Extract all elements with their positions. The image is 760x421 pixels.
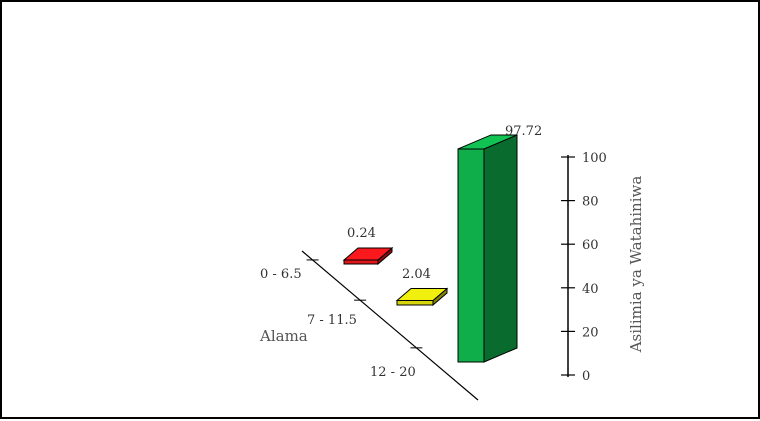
labels: 0 20 40 60 80 100 Asilimia ya Watahiniwa 0 - 6.… — [259, 124, 645, 384]
bar-side-face — [483, 134, 518, 363]
bar-3 — [457, 134, 518, 363]
data-label: 0.24 — [347, 226, 376, 241]
y-tick-label: 60 — [582, 238, 599, 253]
y-tick-label: 100 — [582, 151, 607, 166]
x-axis-title: Alama — [259, 327, 308, 345]
y-tick-label: 20 — [582, 325, 599, 340]
bar-front-face — [343, 259, 379, 265]
bar-1 — [342, 246, 394, 266]
bar-top-face — [342, 247, 394, 261]
bars — [342, 134, 518, 363]
category-tick-label: 12 - 20 — [370, 365, 416, 380]
category-axis-line — [301, 250, 479, 401]
category-tick-label: 7 - 11.5 — [307, 313, 357, 328]
bar-front-face — [396, 300, 434, 306]
y-tick-label: 40 — [582, 282, 599, 297]
category-tick-label: 0 - 6.5 — [260, 267, 302, 282]
y-tick-label: 0 — [582, 369, 590, 384]
bar-top-face — [457, 134, 518, 150]
bar-front-face — [457, 148, 485, 363]
axes — [301, 155, 575, 401]
y-tick-label: 80 — [582, 195, 599, 210]
bar-2 — [395, 287, 449, 307]
data-label: 2.04 — [402, 267, 431, 282]
bar-top-face — [395, 288, 449, 302]
data-label: 97.72 — [505, 124, 542, 139]
y-axis-title: Asilimia ya Watahiniwa — [627, 176, 645, 354]
